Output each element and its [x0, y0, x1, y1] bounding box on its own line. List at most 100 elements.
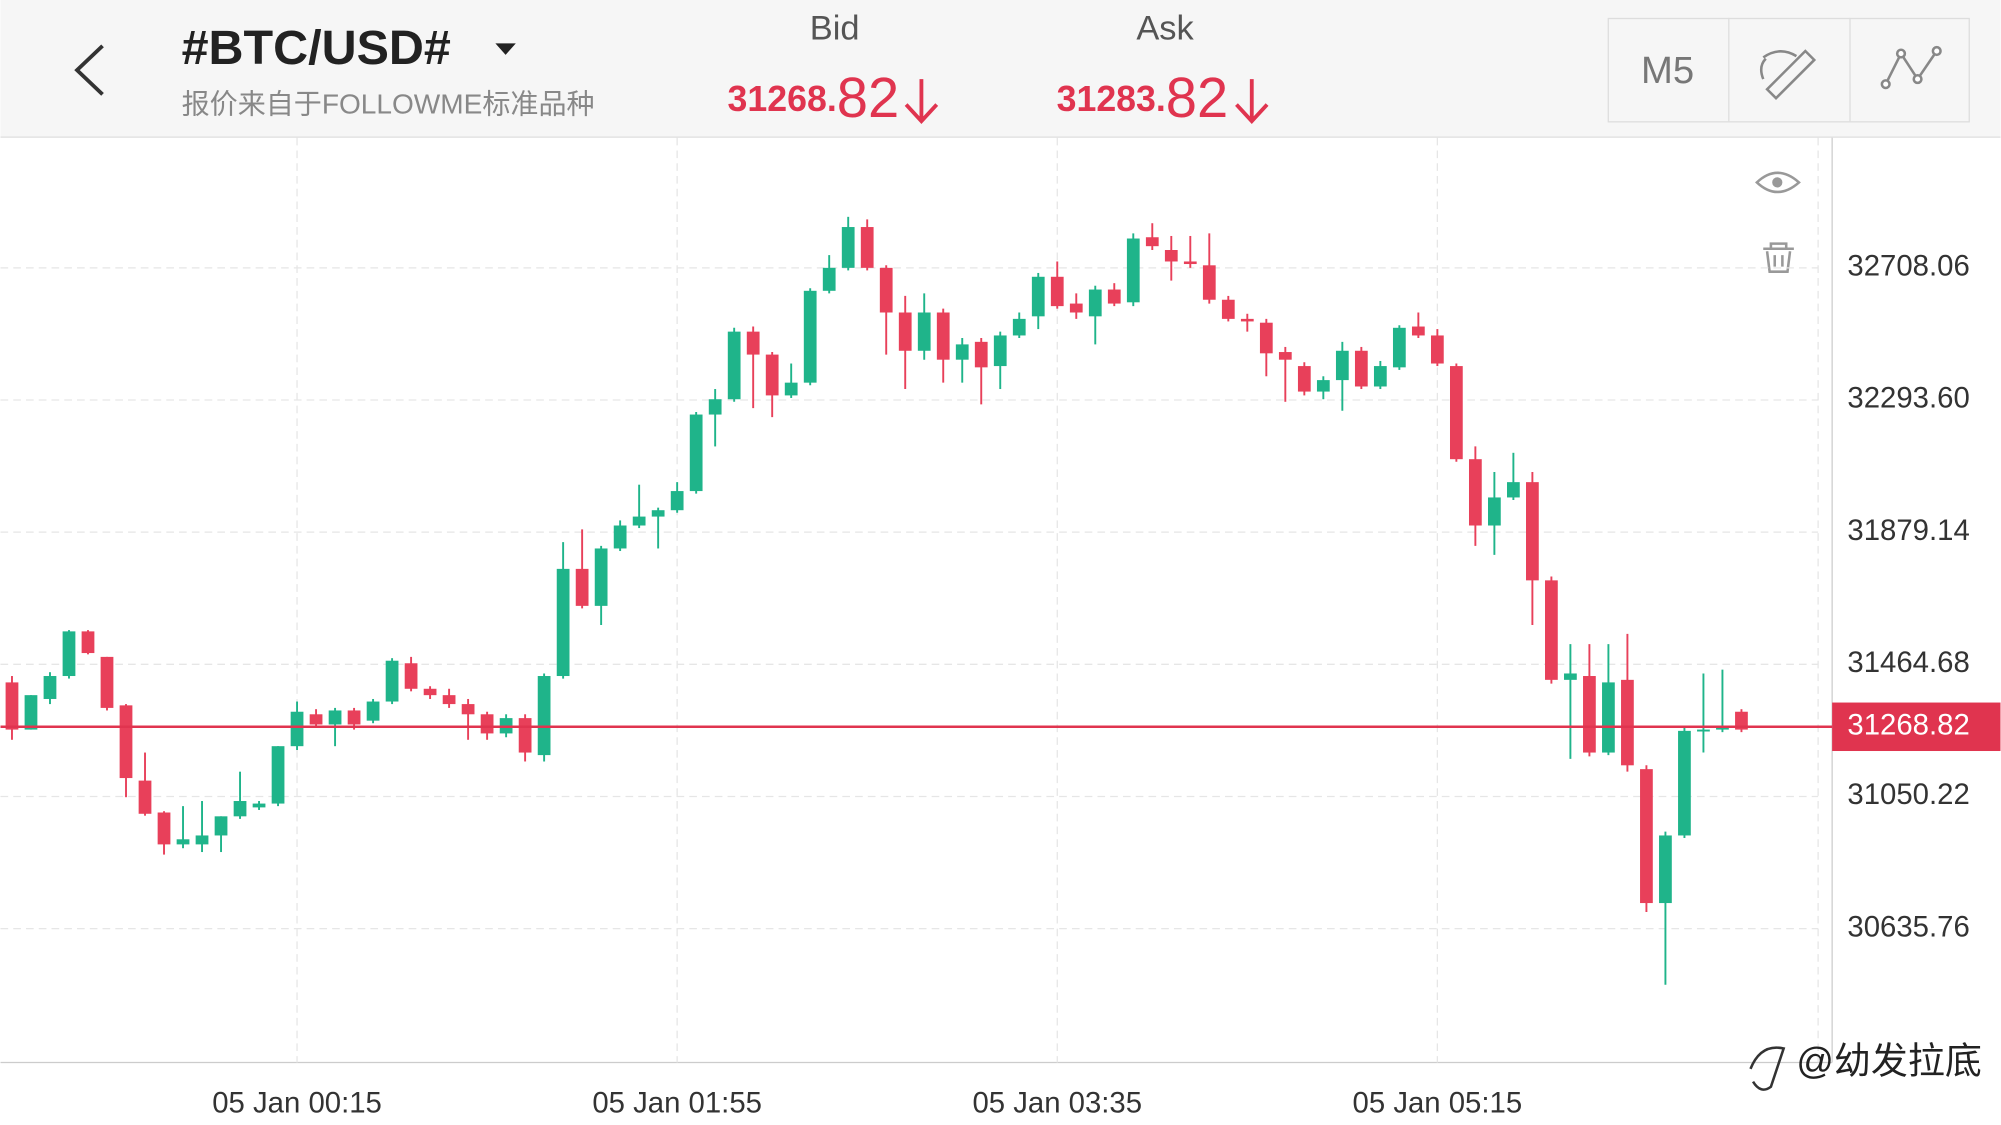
candle-body: [480, 714, 494, 734]
ask-main: 31283.: [1057, 79, 1166, 119]
candle-body: [195, 835, 209, 845]
candle-body: [1564, 673, 1577, 680]
candle-body: [1468, 459, 1482, 526]
candle-body: [290, 711, 304, 747]
candle-body: [1221, 299, 1235, 319]
candle-body: [1430, 335, 1444, 364]
candle-body: [5, 682, 19, 730]
y-tick-label: 31464.68: [1847, 646, 1969, 679]
candle-body: [1126, 238, 1140, 303]
candle-body: [1602, 682, 1615, 753]
bid-pips: 82: [837, 66, 899, 129]
candle-body: [518, 718, 532, 753]
candle-body: [1735, 711, 1748, 730]
candle-body: [1278, 352, 1292, 360]
back-button[interactable]: [74, 44, 104, 96]
candle-body: [594, 548, 608, 606]
candle-body: [936, 312, 950, 360]
symbol-title[interactable]: #BTC/USD#: [182, 21, 451, 75]
bid-label: Bid: [810, 10, 860, 48]
candle-body: [157, 812, 171, 845]
candle-body: [613, 525, 627, 549]
candle-body: [1411, 326, 1425, 336]
candle-body: [746, 331, 760, 355]
candle-body: [119, 705, 133, 779]
candle-body: [309, 714, 323, 725]
candle-body: [176, 839, 190, 845]
x-tick-label: 05 Jan 03:35: [972, 1086, 1142, 1119]
bid-down-arrow: [904, 79, 939, 124]
symbol-dropdown[interactable]: [495, 43, 516, 55]
bid-price: 31268.82: [728, 66, 900, 129]
candle-body: [1240, 318, 1254, 322]
candle-body: [651, 510, 665, 517]
delete-button[interactable]: [1763, 242, 1794, 273]
ask-down-arrow: [1235, 79, 1269, 124]
watermark-logo: [1749, 1046, 1786, 1091]
candle-body: [442, 695, 456, 705]
x-tick-label: 05 Jan 00:15: [212, 1086, 382, 1119]
candle-body: [784, 382, 798, 396]
current-price-box: [1832, 702, 2001, 752]
candle-body: [1678, 730, 1691, 836]
candle-body: [1621, 679, 1634, 766]
candle-body: [1487, 497, 1501, 526]
candle-body: [1526, 482, 1539, 581]
x-tick-label: 05 Jan 05:15: [1353, 1086, 1523, 1119]
candle-body: [1449, 366, 1463, 460]
candle-body: [898, 312, 912, 351]
draw-tool-button[interactable]: [1759, 49, 1817, 101]
toolbar: [1607, 17, 1970, 123]
y-tick-label: 30635.76: [1847, 910, 1969, 943]
subtitle: 报价来自于FOLLOWME标准品种: [182, 88, 595, 119]
candle-body: [1659, 835, 1672, 904]
candle-body: [1640, 769, 1653, 904]
eye-button[interactable]: [1755, 171, 1801, 194]
candle-body: [974, 341, 988, 368]
candle-body: [1297, 366, 1311, 392]
y-tick-label: 31879.14: [1847, 514, 1969, 547]
candle-body: [1583, 676, 1596, 753]
candle-body: [689, 414, 703, 492]
candle-body: [347, 710, 361, 725]
candle-body: [1259, 322, 1273, 354]
candle-body: [1164, 250, 1178, 262]
candle-body: [138, 780, 152, 814]
candle-body: [100, 656, 114, 708]
y-tick-label: 32293.60: [1847, 382, 1969, 415]
current-price-label: 31268.82: [1847, 709, 1969, 742]
candle-body: [1335, 350, 1349, 381]
candle-body: [879, 267, 893, 313]
timeframe-button[interactable]: M5: [1641, 49, 1694, 92]
candle-body: [1088, 289, 1102, 317]
candle-body: [328, 710, 342, 725]
candle-body: [1373, 366, 1387, 387]
candle-body: [1202, 265, 1216, 300]
candle-body: [1392, 327, 1406, 368]
grid: [0, 137, 1819, 1063]
candle-body: [632, 516, 646, 526]
candle-body: [575, 568, 589, 606]
candle-body: [1145, 237, 1159, 247]
candle-body: [708, 399, 722, 415]
candle-body: [1716, 727, 1729, 730]
candle-body: [62, 631, 76, 677]
candle-body: [404, 663, 418, 689]
candle-body: [423, 688, 437, 696]
candle-body: [1012, 318, 1026, 336]
candle-body: [385, 660, 399, 702]
candle-body: [860, 227, 874, 268]
ask-price: 31283.82: [1057, 66, 1229, 129]
candle-body: [366, 701, 380, 721]
candle-body: [1107, 289, 1121, 304]
ask-label: Ask: [1136, 10, 1194, 48]
candle-body: [955, 344, 969, 360]
candle-body: [43, 676, 57, 699]
candle-body: [993, 335, 1007, 367]
candle-body: [1507, 482, 1520, 498]
candle-body: [841, 227, 855, 268]
candle-body: [670, 491, 684, 511]
indicator-button[interactable]: [1884, 50, 1938, 85]
